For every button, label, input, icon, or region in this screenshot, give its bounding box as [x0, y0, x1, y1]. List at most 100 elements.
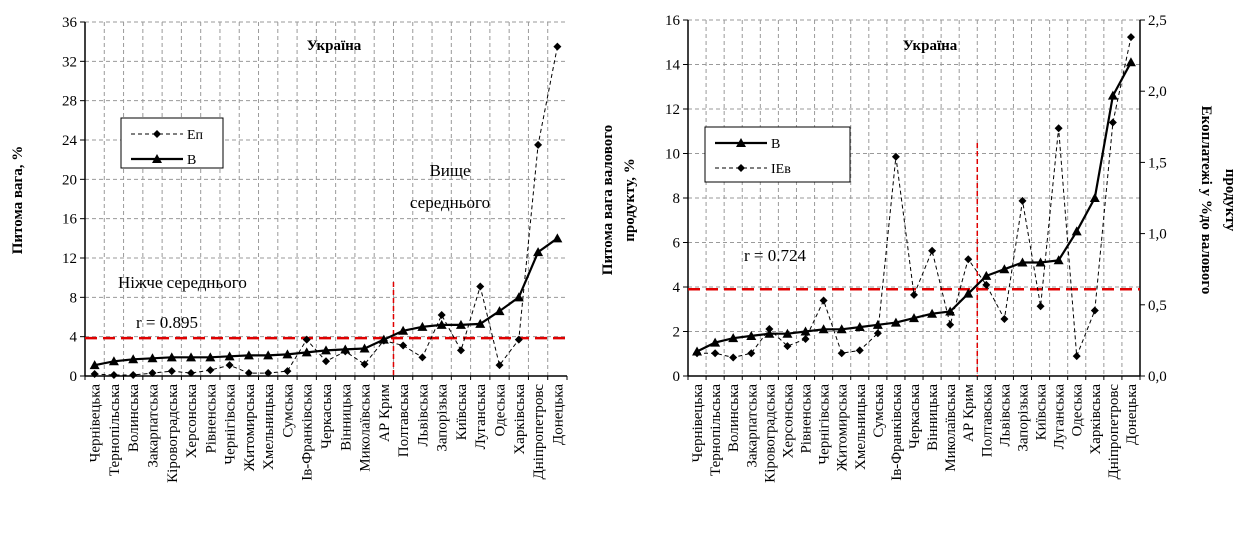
x-category-label: Тернопільська	[107, 384, 123, 476]
series-b-point	[321, 345, 331, 355]
series-b-point	[1017, 257, 1028, 267]
x-category-label: Черкаська	[907, 384, 923, 449]
y2-tick-label: 0,5	[1148, 298, 1167, 314]
series-b-point	[1125, 57, 1136, 67]
series-ep-point	[167, 367, 176, 376]
series-ep-point	[302, 335, 311, 344]
x-category-label: Одеська	[1070, 384, 1086, 437]
x-category-label: Хмельницька	[853, 384, 869, 470]
series-b-line	[696, 61, 1132, 353]
series-b-point	[147, 353, 158, 363]
legend-box	[120, 117, 224, 169]
y-tick-label: 32	[62, 54, 77, 70]
x-category-label: Одеська	[493, 384, 509, 437]
legend-b-marker	[736, 138, 746, 147]
y2-axis-label: Екоплатежі у %до валового	[1198, 106, 1214, 295]
series-b-point	[1035, 257, 1046, 267]
series-ep-point	[514, 335, 523, 344]
x-category-label: Вінницька	[925, 384, 941, 451]
x-category-label: Волинська	[726, 384, 742, 452]
chart-right: 0 2 4 6 8 10 12 14 16 0,0 0,5 1,0 1,5 2,0 2,5 Чернівець…	[600, 13, 1238, 483]
x-category-label: Львівська	[997, 384, 1013, 447]
x-category-label: Львівська	[415, 384, 431, 447]
x-category-label: Сумська	[280, 384, 296, 438]
series-b-point	[963, 288, 974, 298]
y-tick-label: 24	[62, 133, 78, 149]
series-ep-point	[1090, 306, 1099, 315]
x-category-label: Тернопільська	[708, 384, 724, 476]
x-category-label: Закарпатська	[744, 384, 760, 468]
y-tick-label: 20	[62, 172, 77, 188]
x-category-label: Сумська	[871, 384, 887, 438]
x-category-label: АР Крим	[961, 383, 977, 441]
series-b-point	[494, 306, 505, 316]
series-ep-point	[534, 140, 543, 149]
y2-tick-label: 2,0	[1148, 84, 1167, 100]
series-b-point	[186, 352, 197, 362]
x-category-label: Миколаївська	[358, 384, 374, 472]
x-category-label: Кіровоградська	[165, 384, 181, 483]
series-ep-point	[1018, 196, 1027, 205]
x-category-label: Кіровоградська	[762, 384, 778, 483]
y-tick-label: 12	[665, 102, 680, 118]
series-ep-point	[964, 255, 973, 264]
series-b-point	[340, 344, 351, 354]
series-ep-point	[711, 349, 720, 358]
series-b-point	[301, 347, 312, 357]
x-category-label: Чернігівська	[223, 384, 239, 465]
series-b-point	[263, 350, 274, 360]
y-axis-label: Питома вага валового	[600, 125, 616, 275]
series-ep-point	[873, 329, 882, 338]
x-category-label: Волинська	[126, 384, 142, 452]
series-ep-point	[437, 311, 446, 320]
y-tick-label: 8	[673, 191, 681, 207]
series-ep-point	[283, 367, 292, 376]
series-ep-point	[187, 369, 196, 378]
series-ep-point	[109, 371, 118, 380]
series-ep-point	[729, 353, 738, 362]
y-tick-label: 8	[70, 290, 78, 306]
series-b-point	[475, 318, 486, 328]
chart-title: Україна	[307, 38, 362, 54]
x-category-label: Вінницька	[338, 384, 354, 451]
y-tick-label: 16	[62, 212, 78, 228]
series-b-point	[764, 328, 775, 338]
series-b-point	[533, 247, 544, 257]
y-tick-label: 4	[673, 280, 681, 296]
series-ep-point	[855, 346, 864, 355]
x-category-label: Херсонська	[184, 384, 200, 459]
x-category-label: Луганська	[1052, 384, 1068, 450]
x-category-label: Закарпатська	[145, 384, 161, 468]
series-ep-point	[148, 369, 157, 378]
y2-axis-label: продукту	[1222, 169, 1238, 232]
series-ep-point	[418, 353, 427, 362]
y2-tick-label: 1,5	[1148, 155, 1167, 171]
series-ep-point	[1054, 124, 1063, 133]
y-tick-label: 36	[62, 15, 78, 31]
y2-tick-label: 0,0	[1148, 369, 1167, 385]
series-b-point	[282, 349, 293, 359]
x-category-label: Житомирська	[835, 384, 851, 472]
series-b-point	[436, 319, 447, 329]
y-tick-label: 4	[70, 330, 78, 346]
series-b-point	[999, 264, 1010, 274]
x-category-label: Харківська	[1088, 384, 1104, 455]
series-b-point	[872, 319, 883, 329]
legend-b-label: В	[771, 137, 780, 152]
x-category-label: Хмельницька	[261, 384, 277, 470]
y-axis-label: Питома вага, %	[10, 146, 26, 254]
y-tick-label: 0	[673, 369, 681, 385]
series-ep-point	[982, 280, 991, 289]
series-ep-point	[1108, 118, 1117, 127]
y-tick-label: 14	[665, 58, 681, 74]
series-ep-line	[697, 36, 1132, 359]
series-ep-point	[747, 349, 756, 358]
x-category-label: АР Крим	[377, 383, 393, 441]
series-ep-point	[553, 42, 562, 51]
series-b-point	[378, 334, 389, 344]
legend-ep-label: ІЕв	[771, 162, 791, 177]
series-ep-point	[322, 357, 330, 366]
series-b-point	[128, 354, 139, 364]
x-category-label: Луганська	[473, 384, 489, 450]
